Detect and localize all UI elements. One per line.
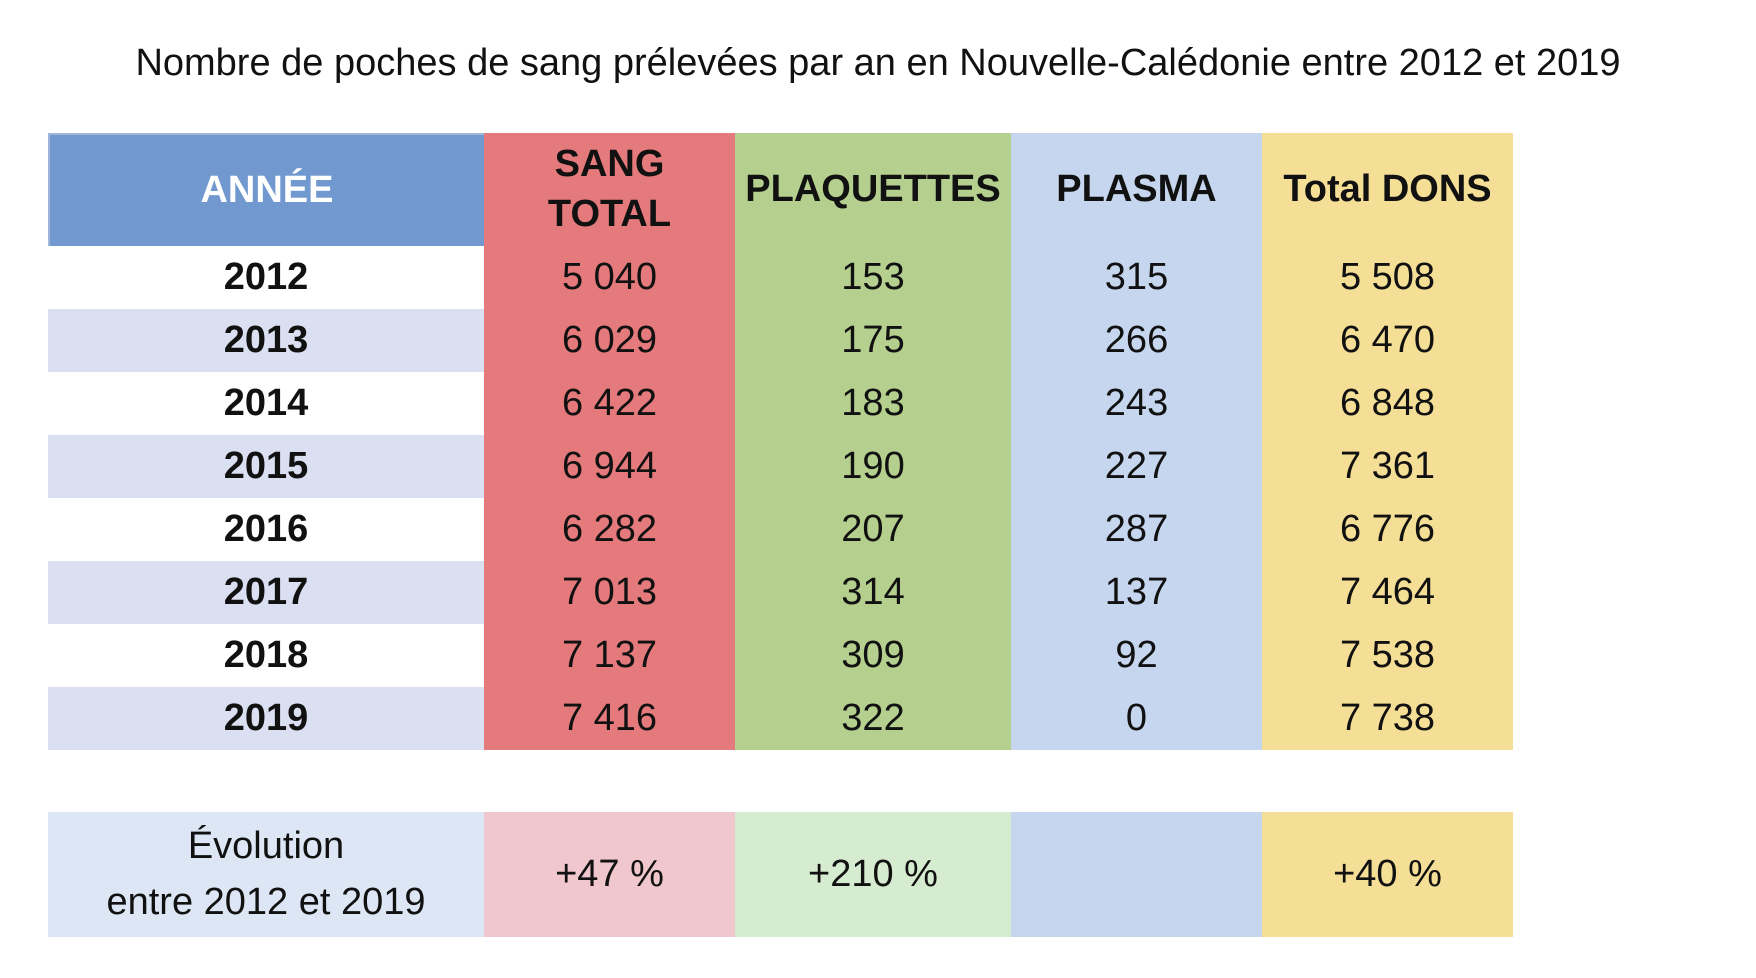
cell-plaquettes: 175 — [735, 309, 1011, 372]
cell-total-dons: 7 738 — [1262, 687, 1513, 750]
cell-plasma: 92 — [1011, 624, 1262, 687]
cell-plaquettes: 153 — [735, 246, 1011, 309]
cell-sang-total: 7 137 — [484, 624, 735, 687]
cell-sang-total: 6 944 — [484, 435, 735, 498]
cell-plaquettes: 190 — [735, 435, 1011, 498]
header-total-dons: Total DONS — [1262, 133, 1513, 246]
evolution-label-line1: Évolution — [187, 825, 345, 868]
evolution-total: +40 % — [1262, 812, 1513, 937]
cell-plasma: 287 — [1011, 498, 1262, 561]
header-plasma: PLASMA — [1011, 133, 1262, 246]
header-sang-total: SANG TOTAL — [484, 133, 735, 246]
cell-sang-total: 6 282 — [484, 498, 735, 561]
header-year: ANNÉE — [48, 133, 484, 246]
cell-sang-total: 5 040 — [484, 246, 735, 309]
cell-total-dons: 6 776 — [1262, 498, 1513, 561]
donations-table: ANNÉE SANG TOTAL PLAQUETTES PLASMA Total… — [48, 133, 1513, 750]
cell-plasma: 227 — [1011, 435, 1262, 498]
cell-plasma: 137 — [1011, 561, 1262, 624]
cell-year: 2017 — [48, 561, 484, 624]
cell-plaquettes: 183 — [735, 372, 1011, 435]
evolution-sang: +47 % — [484, 812, 735, 937]
cell-plasma: 243 — [1011, 372, 1262, 435]
cell-sang-total: 6 422 — [484, 372, 735, 435]
cell-year: 2014 — [48, 372, 484, 435]
cell-total-dons: 7 538 — [1262, 624, 1513, 687]
header-plaquettes: PLAQUETTES — [735, 133, 1011, 246]
cell-plaquettes: 309 — [735, 624, 1011, 687]
cell-plaquettes: 322 — [735, 687, 1011, 750]
cell-plaquettes: 207 — [735, 498, 1011, 561]
cell-total-dons: 5 508 — [1262, 246, 1513, 309]
cell-total-dons: 6 848 — [1262, 372, 1513, 435]
cell-year: 2012 — [48, 246, 484, 309]
cell-sang-total: 7 013 — [484, 561, 735, 624]
header-sang-line1: SANG — [554, 143, 665, 186]
cell-total-dons: 7 464 — [1262, 561, 1513, 624]
cell-year: 2013 — [48, 309, 484, 372]
cell-total-dons: 6 470 — [1262, 309, 1513, 372]
chart-title: Nombre de poches de sang prélevées par a… — [135, 42, 1621, 84]
cell-year: 2015 — [48, 435, 484, 498]
cell-sang-total: 6 029 — [484, 309, 735, 372]
evolution-label-line2: entre 2012 et 2019 — [106, 880, 426, 923]
cell-year: 2019 — [48, 687, 484, 750]
evolution-plasma — [1011, 812, 1262, 937]
cell-plasma: 315 — [1011, 246, 1262, 309]
cell-plasma: 0 — [1011, 687, 1262, 750]
evolution-plaquettes: +210 % — [735, 812, 1011, 937]
cell-year: 2016 — [48, 498, 484, 561]
cell-sang-total: 7 416 — [484, 687, 735, 750]
header-sang-line2: TOTAL — [547, 192, 672, 235]
cell-year: 2018 — [48, 624, 484, 687]
evolution-row: Évolution entre 2012 et 2019 +47 % +210 … — [48, 812, 1513, 937]
cell-plasma: 266 — [1011, 309, 1262, 372]
cell-plaquettes: 314 — [735, 561, 1011, 624]
cell-total-dons: 7 361 — [1262, 435, 1513, 498]
evolution-label: Évolution entre 2012 et 2019 — [48, 812, 484, 937]
